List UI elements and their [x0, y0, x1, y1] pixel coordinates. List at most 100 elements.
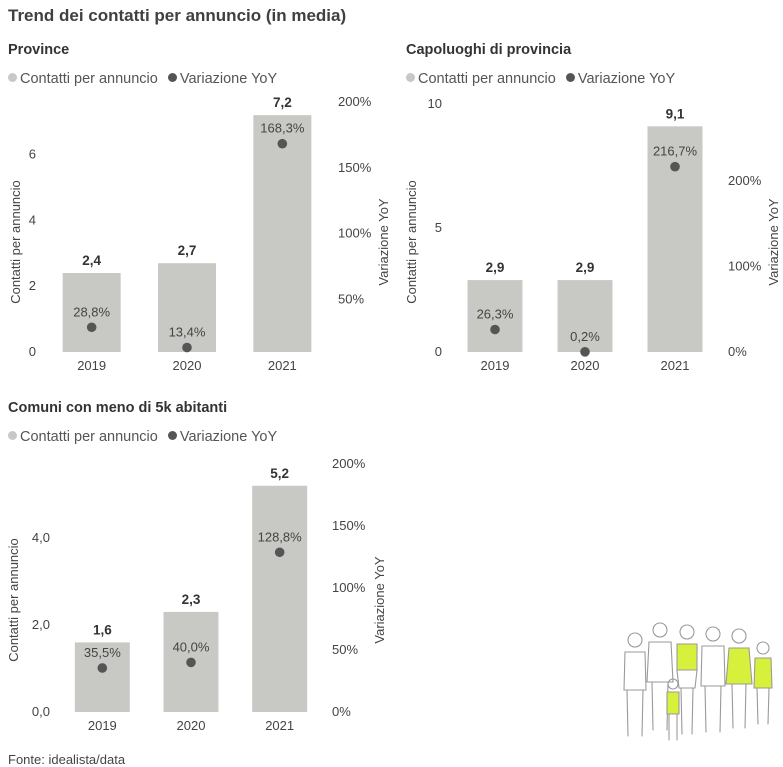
legend-bar-swatch: [8, 431, 17, 440]
y2-tick-label: 150%: [332, 518, 366, 533]
yoy-data-label: 40,0%: [173, 639, 210, 654]
legend-label-bars: Contatti per annuncio: [418, 71, 556, 87]
bar: [158, 263, 216, 352]
bar: [74, 642, 130, 712]
legend-label-yoy: Variazione YoY: [179, 429, 278, 445]
bar-value-label: 7,2: [273, 95, 292, 110]
chart-title: Comuni con meno di 5k abitanti: [8, 400, 228, 416]
legend-item-yoy: Variazione YoY: [565, 71, 676, 87]
yoy-point: [580, 347, 590, 357]
bar: [253, 115, 312, 352]
y2-axis-label: Variazione YoY: [372, 556, 387, 644]
yoy-point: [182, 342, 192, 353]
yoy-data-label: 28,8%: [73, 304, 110, 319]
legend-item-yoy: Variazione YoY: [167, 71, 278, 87]
yoy-data-label: 26,3%: [477, 307, 514, 322]
yoy-point: [490, 324, 500, 335]
yoy-point: [670, 161, 680, 172]
y-tick-label: 0,0: [32, 704, 50, 719]
x-tick-label: 2020: [173, 358, 202, 373]
yoy-data-label: 216,7%: [653, 144, 698, 159]
chart-legend: Contatti per annuncio Variazione YoY: [8, 429, 283, 445]
y-tick-label: 10: [428, 96, 442, 111]
yoy-data-label: 0,2%: [570, 329, 600, 344]
y2-tick-label: 200%: [332, 456, 366, 471]
legend-item-bars: Contatti per annuncio: [8, 429, 158, 445]
page-title: Trend dei contatti per annuncio (in medi…: [8, 6, 347, 25]
legend-item-bars: Contatti per annuncio: [406, 71, 556, 87]
y-tick-label: 2: [29, 278, 36, 293]
y-axis-label: Contatti per annuncio: [404, 180, 419, 304]
legend-item-bars: Contatti per annuncio: [8, 71, 158, 87]
x-tick-label: 2019: [481, 358, 510, 373]
people-illustration: [623, 622, 773, 741]
legend-dot-swatch: [167, 431, 177, 440]
y-tick-label: 5: [435, 220, 442, 235]
legend-item-yoy: Variazione YoY: [167, 429, 278, 445]
y2-tick-label: 150%: [338, 160, 372, 175]
y2-tick-label: 50%: [332, 642, 358, 657]
legend-label-bars: Contatti per annuncio: [20, 429, 158, 445]
bar-value-label: 2,7: [178, 243, 197, 258]
y2-tick-label: 100%: [332, 580, 366, 595]
y-axis-label: Contatti per annuncio: [8, 180, 23, 304]
y-tick-label: 0: [29, 344, 36, 359]
y-axis-label: Contatti per annuncio: [6, 538, 21, 662]
yoy-data-label: 128,8%: [258, 529, 303, 544]
legend-bar-swatch: [8, 73, 17, 82]
legend-label-bars: Contatti per annuncio: [20, 71, 158, 87]
yoy-point: [277, 138, 288, 149]
chart-panel-province: Province Contatti per annuncio Variazion…: [8, 42, 391, 382]
bar-value-label: 2,4: [82, 253, 101, 268]
y2-tick-label: 200%: [728, 173, 762, 188]
x-tick-label: 2021: [268, 358, 297, 373]
y-tick-label: 0: [435, 344, 442, 359]
chart-legend: Contatti per annuncio Variazione YoY: [8, 71, 283, 87]
bar-value-label: 5,2: [270, 466, 289, 481]
bar: [557, 280, 613, 352]
chart-svg: 0 2 4 6 50% 100% 150% 200% Contatti per annuncio…: [8, 94, 391, 373]
yoy-data-label: 168,3%: [260, 121, 305, 136]
bar: [647, 126, 703, 352]
x-tick-label: 2021: [265, 718, 294, 733]
legend-dot-swatch: [167, 73, 177, 82]
y2-axis-label: Variazione YoY: [376, 198, 391, 286]
y-tick-label: 4,0: [32, 530, 50, 545]
bar-value-label: 2,9: [576, 260, 595, 275]
yoy-point: [186, 657, 196, 668]
bar: [62, 273, 121, 352]
y2-tick-label: 200%: [338, 94, 372, 109]
legend-label-yoy: Variazione YoY: [179, 71, 278, 87]
y-tick-label: 6: [29, 147, 36, 162]
legend-label-yoy: Variazione YoY: [577, 71, 676, 87]
y-tick-label: 2,0: [32, 617, 50, 632]
chart-panel-comuni: Comuni con meno di 5k abitanti Contatti …: [6, 400, 408, 745]
chart-svg: 0,0 2,0 4,0 0% 50% 100% 150% 200% Contatti per a…: [6, 456, 387, 733]
bar-value-label: 9,1: [666, 106, 685, 121]
legend-dot-swatch: [565, 73, 575, 82]
chart-title: Province: [8, 42, 70, 58]
x-tick-label: 2019: [88, 718, 117, 733]
bar: [252, 485, 308, 712]
yoy-point: [97, 663, 108, 673]
y2-tick-label: 0%: [332, 704, 351, 719]
x-tick-label: 2020: [571, 358, 600, 373]
bar-value-label: 2,9: [486, 260, 505, 275]
yoy-data-label: 35,5%: [84, 645, 121, 660]
chart-panel-capoluoghi: Capoluoghi di provincia Contatti per ann…: [404, 42, 783, 382]
yoy-data-label: 13,4%: [169, 325, 206, 340]
y2-axis-label: Variazione YoY: [766, 198, 781, 286]
y2-tick-label: 100%: [728, 258, 762, 273]
yoy-point: [274, 547, 285, 558]
y-tick-label: 4: [29, 212, 36, 227]
bar-value-label: 2,3: [182, 592, 201, 607]
legend-bar-swatch: [406, 73, 415, 82]
yoy-point: [86, 322, 97, 333]
bar-value-label: 1,6: [93, 622, 112, 637]
source-note: Fonte: idealista/data: [8, 752, 126, 767]
x-tick-label: 2019: [77, 358, 106, 373]
x-tick-label: 2021: [661, 358, 690, 373]
y2-tick-label: 0%: [728, 344, 747, 359]
chart-legend: Contatti per annuncio Variazione YoY: [406, 71, 681, 87]
